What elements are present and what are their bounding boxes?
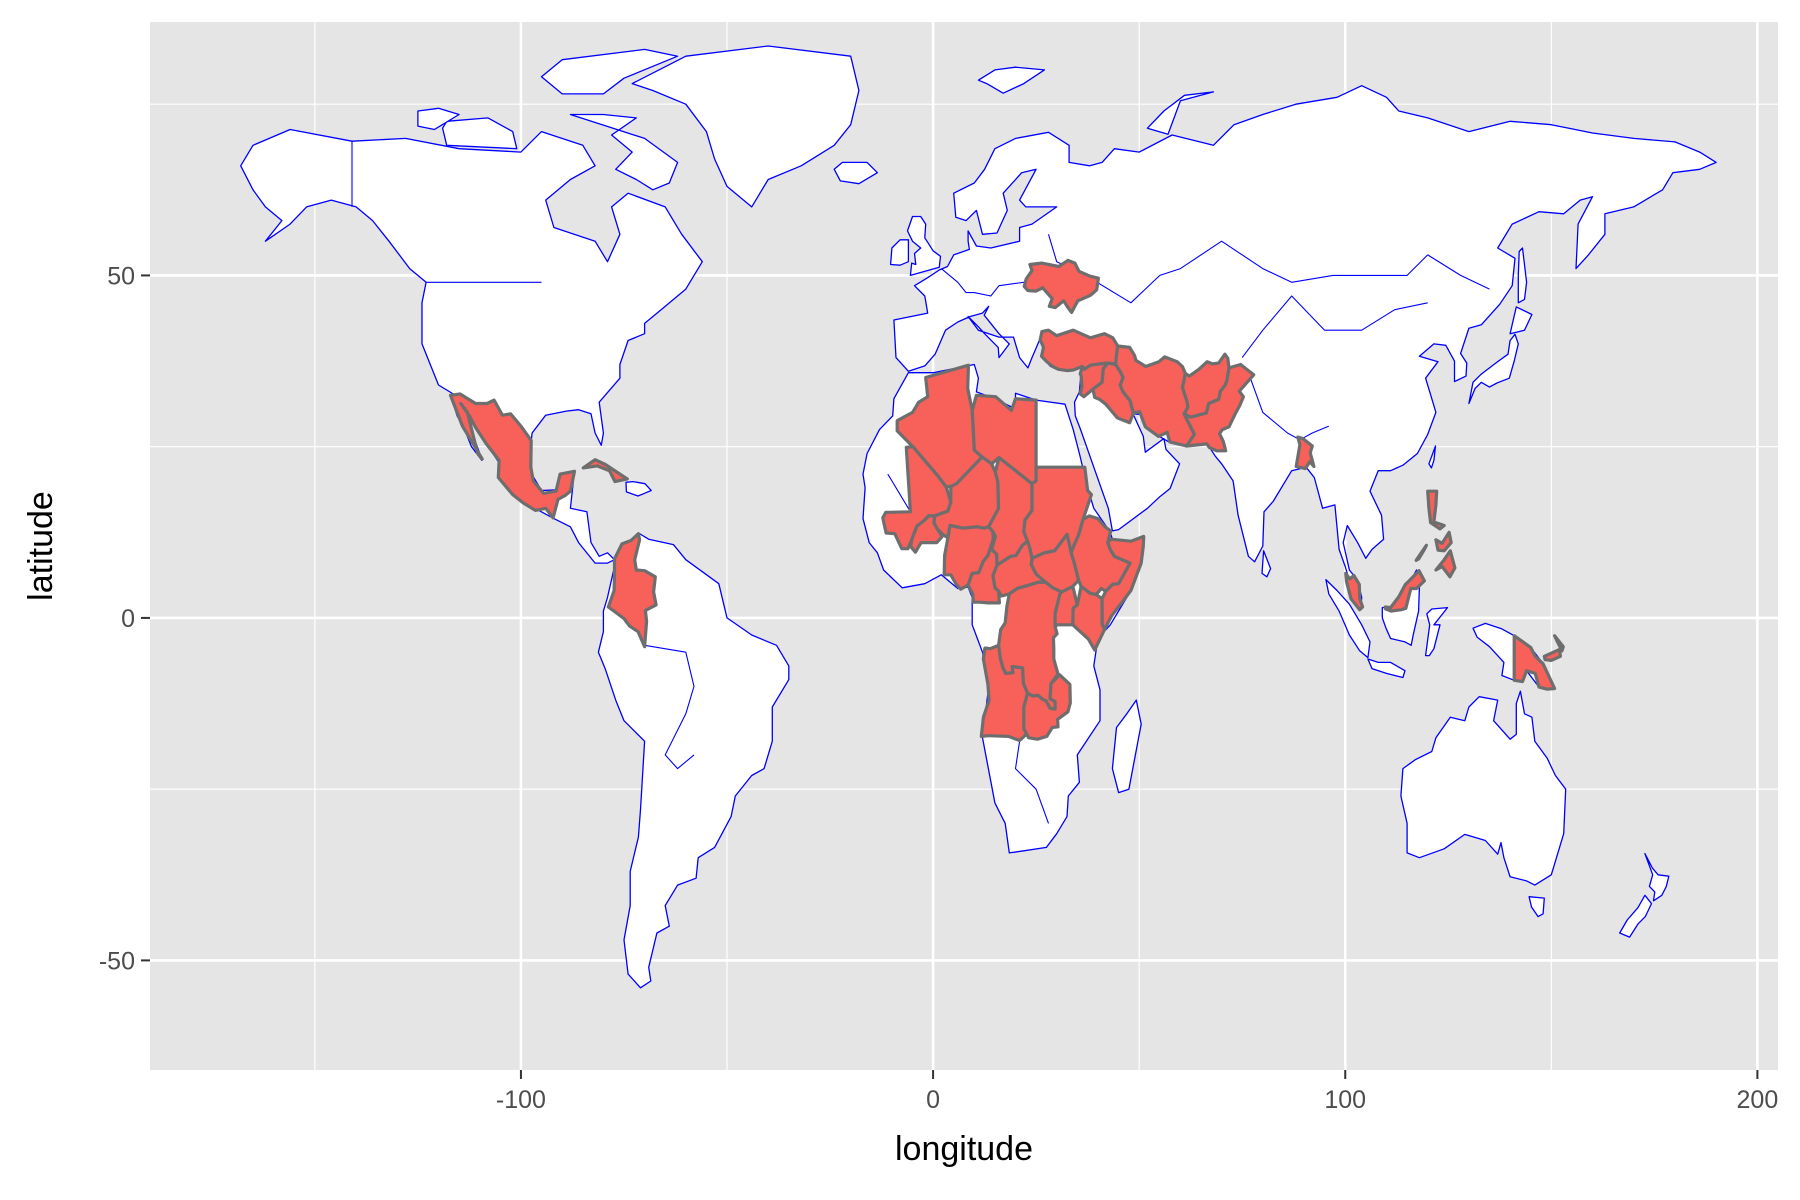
highlighted-country-mexico bbox=[448, 392, 577, 520]
y-axis-tick-label: 50 bbox=[107, 262, 135, 290]
highlighted-country-pakistan bbox=[1182, 362, 1256, 453]
y-axis-tick-label: -50 bbox=[99, 947, 135, 975]
highlighted-country-philippines-visayas bbox=[1434, 530, 1453, 553]
madagascar-island bbox=[1111, 699, 1142, 794]
y-axis-title: latitude bbox=[22, 491, 60, 601]
japan-islands bbox=[1468, 333, 1519, 405]
highlighted-country-cameroon bbox=[966, 530, 1001, 605]
new-zealand-south bbox=[1619, 894, 1653, 938]
british-isles bbox=[906, 215, 942, 277]
baffin-island bbox=[569, 113, 679, 191]
ireland-island bbox=[889, 239, 910, 266]
ellesmere-island bbox=[540, 48, 679, 95]
y-axis-tick-label: 0 bbox=[121, 605, 135, 633]
x-axis-title: longitude bbox=[895, 1130, 1033, 1168]
x-axis-tick-label: 100 bbox=[1324, 1086, 1366, 1114]
highlighted-country-philippines-palawan bbox=[1414, 543, 1428, 562]
highlighted-country-cuba bbox=[581, 458, 629, 484]
x-axis-tick-label: 0 bbox=[926, 1086, 940, 1114]
australia-landmass bbox=[1400, 690, 1567, 886]
svalbard-islands bbox=[977, 66, 1046, 94]
china-border bbox=[1241, 295, 1428, 358]
sakhalin-island bbox=[1517, 247, 1528, 304]
highlighted-country-burkina-faso bbox=[909, 514, 944, 554]
victoria-island bbox=[441, 117, 518, 150]
highlighted-country-zambia bbox=[1022, 673, 1072, 741]
x-axis-tick-label: 200 bbox=[1737, 1086, 1779, 1114]
highlighted-country-papua-new-guinea-new-ireland bbox=[1553, 634, 1565, 653]
highlighted-country-colombia bbox=[606, 532, 658, 649]
sri-lanka-island bbox=[1261, 550, 1272, 578]
banks-island bbox=[417, 107, 460, 131]
highlighted-country-papua-new-guinea bbox=[1512, 634, 1557, 691]
highlighted-country-philippines-luzon bbox=[1426, 489, 1446, 531]
southern-africa-borders bbox=[1014, 741, 1050, 824]
sulawesi-island bbox=[1424, 606, 1449, 657]
highlighted-country-ukraine bbox=[1022, 258, 1100, 314]
highlighted-country-algeria bbox=[895, 363, 984, 489]
sumatra-island bbox=[1325, 578, 1371, 659]
java-island bbox=[1367, 658, 1406, 679]
hispaniola-island bbox=[625, 480, 652, 497]
hokkaido-island bbox=[1509, 306, 1533, 335]
north-america-landmass bbox=[240, 128, 703, 446]
x-axis-tick-label: -100 bbox=[496, 1086, 546, 1114]
tasmania-island bbox=[1528, 896, 1545, 918]
russia-border bbox=[1047, 234, 1490, 304]
taiwan-island bbox=[1428, 445, 1437, 469]
highlighted-countries bbox=[448, 258, 1565, 743]
novaya-zemlya bbox=[1146, 91, 1215, 135]
highlighted-country-malaysia-borneo bbox=[1383, 569, 1426, 613]
new-zealand-north bbox=[1644, 852, 1670, 902]
highlighted-country-philippines-mindanao bbox=[1434, 549, 1457, 579]
iceland-island bbox=[833, 161, 879, 185]
highlighted-country-bangladesh bbox=[1294, 435, 1316, 471]
highlighted-country-central-african-republic bbox=[991, 539, 1048, 598]
india-border bbox=[1249, 378, 1330, 441]
greenland-landmass bbox=[631, 45, 860, 208]
highlighted-country-papua-new-guinea-new-britain bbox=[1542, 647, 1562, 662]
axes: -100 0 100 200 -50 0 50 bbox=[99, 262, 1778, 1114]
highlighted-country-kenya bbox=[1071, 584, 1107, 652]
amazon-basin-borders bbox=[644, 644, 695, 770]
highlighted-country-malaysia-peninsula bbox=[1344, 571, 1365, 612]
europe-borders bbox=[940, 268, 1024, 297]
